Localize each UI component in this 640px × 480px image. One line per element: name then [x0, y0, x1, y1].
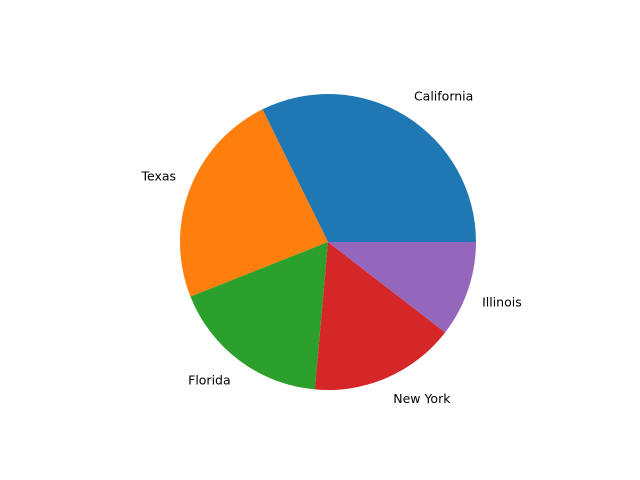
pie-slice-illinois	[328, 242, 476, 333]
pie-slice-california	[262, 94, 476, 242]
pie-label-california: California	[414, 89, 473, 104]
pie-label-new-york: New York	[393, 391, 451, 406]
pie-labels: California Texas Florida New York Illinois	[140, 89, 521, 406]
pie-slice-texas	[180, 109, 328, 297]
pie-slice-new-york	[314, 242, 446, 391]
pie-slices	[180, 94, 476, 391]
pie-label-florida: Florida	[188, 372, 231, 387]
pie-label-illinois: Illinois	[482, 295, 522, 310]
pie-label-texas: Texas	[140, 169, 176, 184]
pie-slice-florida	[190, 242, 328, 390]
